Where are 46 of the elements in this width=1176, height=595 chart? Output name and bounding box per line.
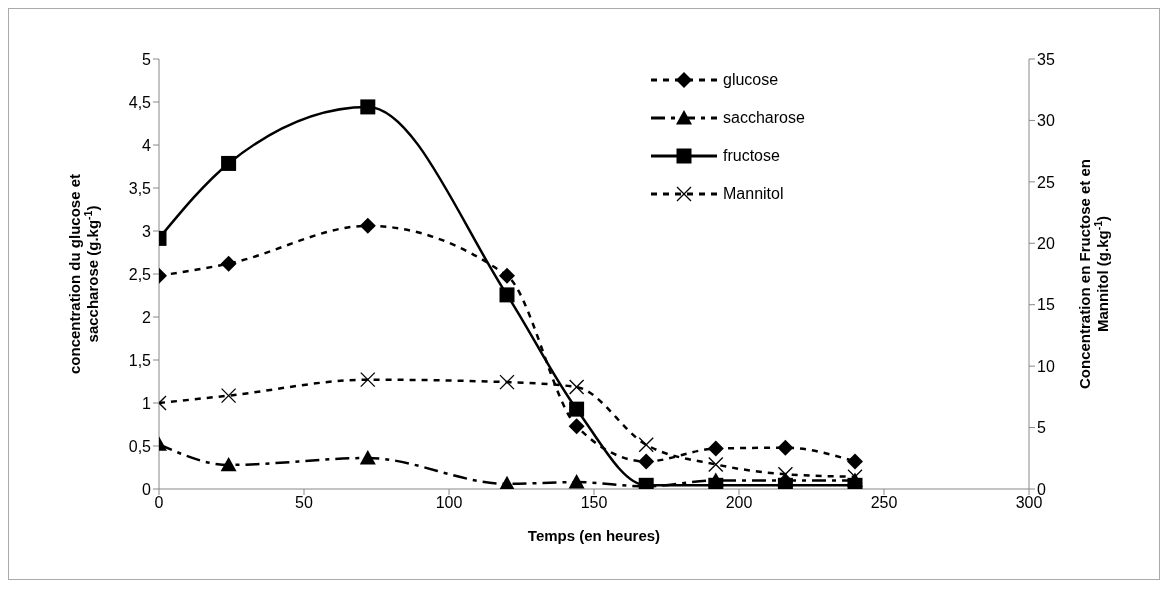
x-tick-label: 150 [580, 494, 608, 512]
x-tick-label: 0 [154, 494, 164, 512]
y-tick-label: 1 [142, 394, 152, 412]
point [221, 155, 237, 171]
y2-tick-label: 15 [1037, 296, 1055, 314]
point [568, 418, 585, 435]
point [220, 255, 237, 272]
point [499, 267, 515, 284]
y-tick-label: 0 [142, 480, 152, 498]
y-tick-label: 0,5 [128, 437, 152, 455]
point [360, 99, 376, 115]
point [359, 450, 376, 465]
y2-tick-label: 10 [1037, 357, 1055, 375]
point [777, 439, 794, 456]
point [707, 440, 724, 457]
y2-tick-label: 35 [1037, 50, 1055, 68]
y2-tick-label: 25 [1037, 173, 1055, 191]
y-tick-label: 4 [142, 136, 152, 154]
y-tick-label: 1,5 [128, 351, 152, 369]
legend-label: Mannitol [723, 185, 784, 203]
x-tick-label: 50 [295, 494, 313, 512]
y-tick-label: 5 [142, 50, 152, 68]
x-tick-label: 100 [435, 494, 463, 512]
x-axis-title: Temps (en heures) [527, 527, 661, 544]
point [847, 453, 863, 470]
point [220, 456, 237, 472]
legend-label: glucose [723, 71, 779, 89]
point [569, 401, 585, 417]
point [638, 453, 655, 470]
x-tick-label: 300 [1015, 494, 1043, 512]
point [359, 217, 376, 234]
x-tick-label: 250 [870, 494, 898, 512]
point [568, 474, 585, 489]
x-tick-label: 200 [725, 494, 753, 512]
y-tick-label: 2,5 [128, 265, 152, 283]
y-tick-label: 4,5 [128, 93, 152, 111]
y2-tick-label: 20 [1037, 234, 1055, 252]
legend-label: fructose [723, 147, 780, 165]
legend-label: saccharose [723, 109, 805, 127]
y2-tick-label: 5 [1037, 419, 1046, 437]
point [499, 287, 515, 303]
y2-tick-label: 30 [1037, 112, 1055, 130]
y-tick-label: 2 [142, 308, 152, 326]
y-tick-label: 3 [142, 222, 152, 240]
point [499, 475, 515, 489]
y-tick-label: 3,5 [128, 179, 152, 197]
